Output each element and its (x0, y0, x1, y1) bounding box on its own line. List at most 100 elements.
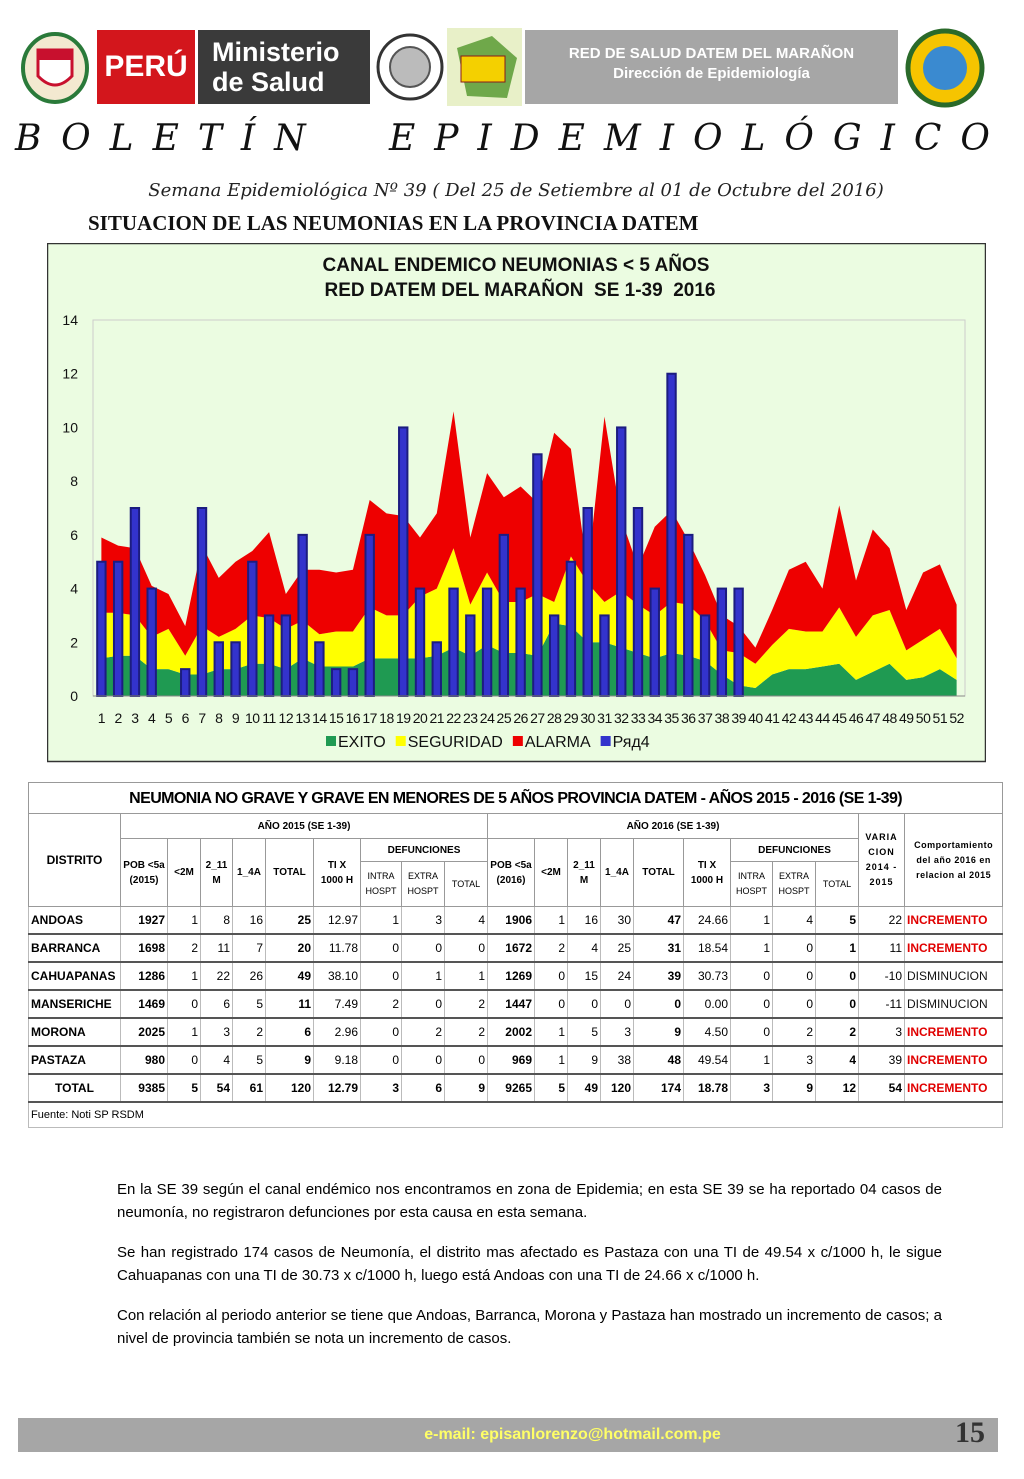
paragraph: Con relación al periodo anterior se tien… (117, 1307, 942, 1347)
x-tick-label: 45 (832, 710, 847, 726)
x-tick-label: 17 (362, 710, 377, 726)
value-cell: 1 (815, 933, 859, 963)
x-tick-label: 40 (748, 710, 763, 726)
value-cell: 120 (600, 1073, 634, 1103)
bar (599, 614, 610, 698)
value-cell: 0 (401, 1045, 445, 1075)
value-cell: 3 (600, 1017, 634, 1047)
bar (448, 587, 459, 697)
value-cell: 0.00 (683, 989, 731, 1019)
value-cell: 49 (265, 961, 314, 991)
legend-swatch (326, 736, 336, 746)
value-cell: 30 (600, 906, 634, 935)
district-cell: ANDOAS (28, 906, 121, 935)
x-tick-label: 18 (379, 710, 394, 726)
value-cell: 5 (232, 989, 266, 1019)
x-tick-label: 20 (413, 710, 428, 726)
value-cell: 1 (167, 906, 201, 935)
value-cell: 0 (730, 989, 773, 1019)
renace-logo (376, 33, 444, 101)
value-cell: 4 (772, 906, 816, 935)
column-header: <2M (167, 838, 201, 907)
y-tick-label: 0 (70, 688, 78, 704)
bar (565, 560, 577, 698)
column-header: TOTAL (633, 838, 684, 907)
x-tick-label: 27 (530, 710, 545, 726)
value-cell: 0 (600, 989, 634, 1019)
bulletin-title: BOLETÍN EPIDEMIOLÓGICO (15, 118, 1009, 159)
bar (515, 587, 526, 697)
x-tick-label: 5 (165, 710, 173, 726)
value-cell: INCREMENTO (903, 1017, 1004, 1047)
deaths-subheader: TOTAL (815, 861, 859, 907)
value-cell: 2 (360, 989, 402, 1019)
district-cell: MANSERICHE (28, 989, 121, 1019)
table-row: MANSERICHE 1469 0 6 5 11 7.49 2 0 2 1447 0 0 0 0 0.00 0 0… (28, 989, 1004, 1019)
bar (263, 614, 275, 698)
value-cell: 4 (200, 1045, 233, 1075)
district-cell: CAHUAPANAS (28, 961, 121, 991)
x-tick-label: 36 (681, 710, 696, 726)
value-cell: 0 (401, 933, 445, 963)
value-cell: 31 (633, 933, 684, 963)
value-cell: -11 (858, 989, 905, 1019)
x-tick-label: 34 (647, 710, 662, 726)
value-cell: 0 (633, 989, 684, 1019)
x-tick-label: 6 (182, 710, 190, 726)
value-cell: 2 (815, 1017, 859, 1047)
bar (414, 587, 426, 697)
x-tick-label: 8 (215, 710, 223, 726)
column-header: 2_11 M (567, 838, 601, 907)
column-header: TI X 1000 H (683, 838, 731, 907)
value-cell: 30.73 (683, 961, 731, 991)
value-cell: 4 (815, 1045, 859, 1075)
bar (632, 507, 644, 697)
variation-header: VARIA CION 2014 - 2015 (858, 813, 905, 907)
value-cell: 11 (200, 933, 233, 963)
deaths-subheader: EXTRA HOSPT (772, 861, 816, 907)
column-header: POB <5a (2016) (487, 838, 535, 907)
y-tick-label: 4 (70, 581, 78, 597)
x-tick-label: 1 (98, 710, 106, 726)
coat-of-arms (21, 32, 89, 104)
x-tick-label: 50 (916, 710, 931, 726)
x-tick-label: 9 (232, 710, 240, 726)
table-row: PASTAZA 980 0 4 5 9 9.18 0 0 0 969 1 9 38 48 49.54 1 3 4 39… (28, 1045, 1004, 1075)
deaths-subheader: TOTAL (444, 861, 488, 907)
x-tick-label: 28 (547, 710, 562, 726)
value-cell: 1 (730, 1045, 773, 1075)
x-tick-label: 22 (446, 710, 461, 726)
value-cell: INCREMENTO (903, 933, 1004, 963)
value-cell: 15 (567, 961, 601, 991)
value-cell: 49.54 (683, 1045, 731, 1075)
value-cell: 0 (360, 961, 402, 991)
footer-bar (18, 1418, 998, 1452)
bar (582, 507, 593, 697)
behavior-header: Comportamiento del año 2016 en relacion … (903, 813, 1004, 907)
value-cell: 0 (772, 961, 816, 991)
bar (616, 426, 627, 697)
column-header: POB <5a (2015) (120, 838, 168, 907)
legend-swatch (395, 736, 406, 746)
bar (180, 668, 191, 698)
legend-swatch (512, 736, 523, 746)
bar (666, 372, 677, 697)
network-name: RED DE SALUD DATEM DEL MARAÑON (568, 45, 855, 62)
network-logo (905, 28, 985, 108)
value-cell: 1 (534, 906, 568, 935)
value-cell: 3 (360, 1073, 402, 1103)
bar (146, 587, 157, 697)
bar (213, 641, 224, 697)
x-tick-label: 14 (312, 710, 327, 726)
x-tick-label: 2 (115, 710, 123, 726)
y-tick-label: 8 (70, 473, 78, 489)
x-tick-label: 23 (463, 710, 478, 726)
value-cell: 1 (730, 933, 773, 963)
table-row: BARRANCA 1698 2 11 7 20 11.78 0 0 0 1672 2 4 25 31 18.5… (28, 933, 1004, 963)
value-cell: DISMINUCION (903, 989, 1004, 1019)
value-cell: 61 (232, 1073, 266, 1103)
value-cell: 6 (401, 1073, 445, 1103)
value-cell: 1 (360, 906, 402, 935)
x-tick-label: 4 (148, 710, 156, 726)
